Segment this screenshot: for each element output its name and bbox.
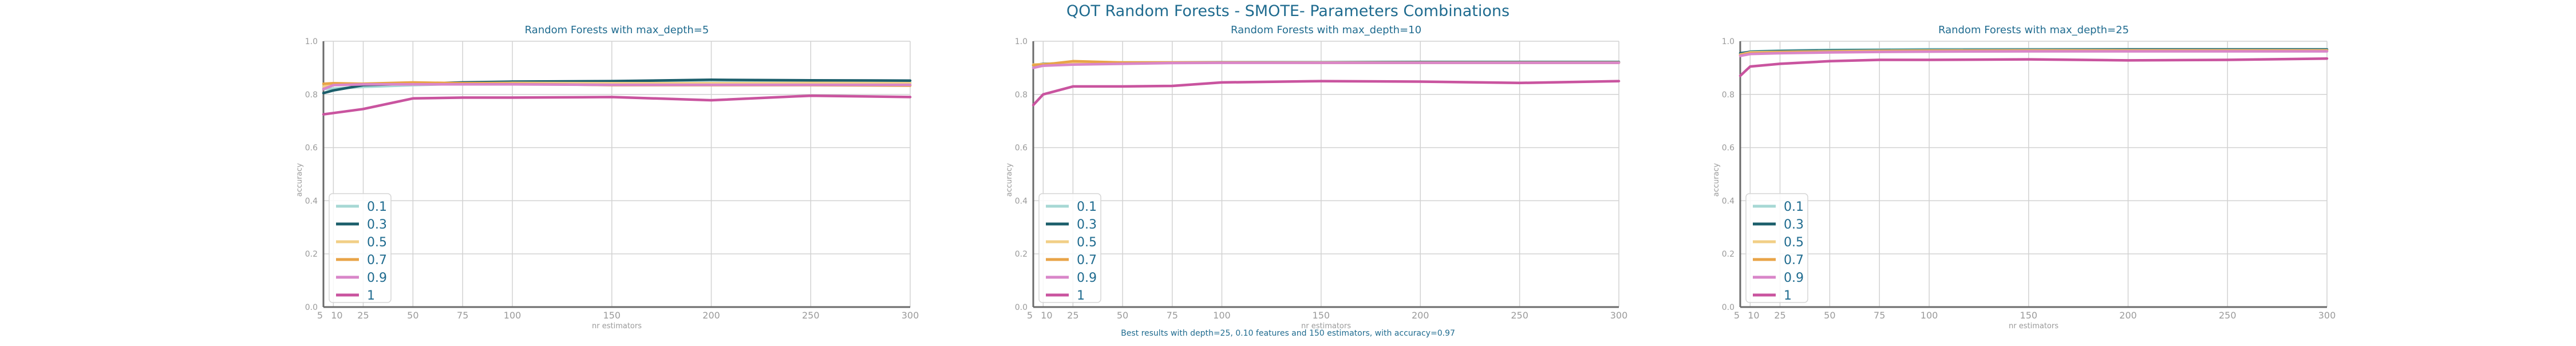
- y-tick-label: 1.0: [1722, 37, 1735, 46]
- legend-label: 0.9: [367, 271, 387, 285]
- x-tick-label: 250: [2219, 310, 2237, 321]
- x-tick-label: 100: [1921, 310, 1938, 321]
- x-tick-label: 25: [1774, 310, 1785, 321]
- x-tick-label: 150: [2020, 310, 2038, 321]
- legend-label: 0.7: [1784, 253, 1804, 268]
- x-tick-label: 250: [802, 310, 820, 321]
- series-line-0-9: [1032, 61, 1621, 69]
- y-tick-label: 0.6: [1015, 144, 1028, 153]
- y-tick-label: 1.0: [305, 37, 318, 46]
- x-tick-label: 300: [2318, 310, 2336, 321]
- x-tick-label: 200: [1412, 310, 1429, 321]
- x-tick-label: 5: [1027, 310, 1033, 321]
- x-tick-label: 250: [1511, 310, 1528, 321]
- legend-label: 0.3: [367, 218, 387, 232]
- x-tick-label: 5: [317, 310, 323, 321]
- y-tick-label: 0.4: [305, 196, 318, 206]
- x-tick-label: 25: [1067, 310, 1078, 321]
- legend-label: 0.9: [1784, 271, 1804, 285]
- legend-label: 0.5: [367, 235, 387, 250]
- y-tick-label: 1.0: [1015, 37, 1028, 46]
- y-tick-label: 0.0: [1015, 303, 1028, 312]
- figure-title: QOT Random Forests - SMOTE- Parameters C…: [1066, 2, 1510, 20]
- y-tick-label: 0.2: [1722, 250, 1735, 259]
- x-tick-label: 150: [603, 310, 621, 321]
- legend: 0.1 0.3 0.5 0.7 0.9 1: [329, 193, 392, 303]
- x-tick-label: 300: [1610, 310, 1628, 321]
- x-tick-label: 5: [1734, 310, 1740, 321]
- y-tick-label: 0.6: [305, 144, 318, 153]
- x-tick-label: 300: [902, 310, 919, 321]
- chart-panel-2: 0.0 0.2 0.4 0.6 0.8 1.0 5 10 25 50 75 100 150 200 250 3…: [1005, 24, 1627, 331]
- legend-label: 0.3: [1784, 218, 1804, 232]
- chart-title: Random Forests with max_depth=10: [1231, 24, 1421, 36]
- y-tick-label: 0.4: [1015, 196, 1028, 206]
- y-tick-label: 0.8: [1722, 91, 1735, 100]
- legend-box: [1745, 193, 1808, 303]
- x-tick-label: 50: [1824, 310, 1835, 321]
- x-tick-label: 75: [1167, 310, 1178, 321]
- legend-box: [1038, 193, 1101, 303]
- best-result-caption: Best results with depth=25, 0.10 feature…: [1121, 329, 1455, 338]
- x-tick-label: 25: [357, 310, 369, 321]
- y-tick-label: 0.0: [305, 303, 318, 312]
- x-axis-label: nr estimators: [1301, 322, 1351, 331]
- legend-box: [329, 193, 392, 303]
- x-tick-label: 75: [1874, 310, 1885, 321]
- x-tick-label: 50: [407, 310, 418, 321]
- x-tick-label: 200: [2119, 310, 2137, 321]
- legend-label: 1: [1784, 289, 1792, 303]
- x-axis-label: nr estimators: [592, 322, 642, 331]
- series-line-0-9: [1739, 50, 2329, 57]
- series-line-1: [1032, 80, 1621, 107]
- legend-label: 0.1: [367, 200, 387, 214]
- y-axis-label: accuracy: [1005, 163, 1014, 196]
- x-tick-label: 100: [504, 310, 521, 321]
- series-line-1: [322, 94, 912, 116]
- legend: 0.1 0.3 0.5 0.7 0.9 1: [1745, 193, 1808, 303]
- chart-title: Random Forests with max_depth=5: [525, 24, 709, 36]
- legend-label: 0.7: [367, 253, 387, 268]
- x-tick-label: 200: [702, 310, 720, 321]
- y-tick-label: 0.2: [305, 250, 318, 259]
- chart-panel-1: 0.0 0.2 0.4 0.6 0.8 1.0 5 10 25 50 75 100 150 200 250 3…: [295, 24, 919, 331]
- legend-label: 1: [1077, 289, 1085, 303]
- x-tick-label: 100: [1213, 310, 1231, 321]
- chart-title: Random Forests with max_depth=25: [1938, 24, 2129, 36]
- x-tick-label: 10: [1041, 310, 1052, 321]
- series-line-0-9: [322, 82, 912, 91]
- legend-label: 0.1: [1784, 200, 1804, 214]
- x-tick-label: 10: [331, 310, 342, 321]
- y-tick-label: 0.2: [1015, 250, 1028, 259]
- legend-label: 0.5: [1784, 235, 1804, 250]
- legend-label: 1: [367, 289, 375, 303]
- x-axis-label: nr estimators: [2009, 322, 2059, 331]
- y-tick-label: 0.0: [1722, 303, 1735, 312]
- x-tick-label: 10: [1748, 310, 1759, 321]
- y-tick-label: 0.8: [305, 91, 318, 100]
- legend-label: 0.7: [1077, 253, 1097, 268]
- y-tick-label: 0.4: [1722, 196, 1735, 206]
- x-tick-label: 75: [457, 310, 468, 321]
- y-tick-label: 0.6: [1722, 144, 1735, 153]
- x-tick-label: 50: [1117, 310, 1128, 321]
- y-axis-label: accuracy: [295, 163, 304, 196]
- legend-label: 0.5: [1077, 235, 1097, 250]
- legend-label: 0.9: [1077, 271, 1097, 285]
- legend-label: 0.3: [1077, 218, 1097, 232]
- x-tick-label: 150: [1313, 310, 1330, 321]
- y-tick-label: 0.8: [1015, 91, 1028, 100]
- legend-label: 0.1: [1077, 200, 1097, 214]
- chart-panel-3: 0.0 0.2 0.4 0.6 0.8 1.0 5 10 25 50 75 100 150 200 250 3…: [1712, 24, 2336, 331]
- series-line-1: [1739, 57, 2329, 77]
- legend: 0.1 0.3 0.5 0.7 0.9 1: [1038, 193, 1101, 303]
- y-axis-label: accuracy: [1712, 163, 1721, 196]
